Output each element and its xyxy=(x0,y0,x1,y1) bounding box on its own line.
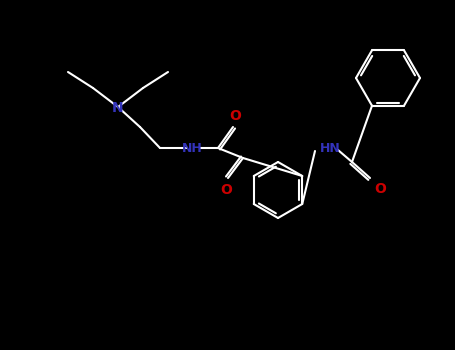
Text: HN: HN xyxy=(320,141,341,154)
Text: O: O xyxy=(229,109,241,123)
Text: NH: NH xyxy=(182,141,203,154)
Text: O: O xyxy=(220,183,232,197)
Text: O: O xyxy=(374,182,386,196)
Text: N: N xyxy=(112,101,124,115)
